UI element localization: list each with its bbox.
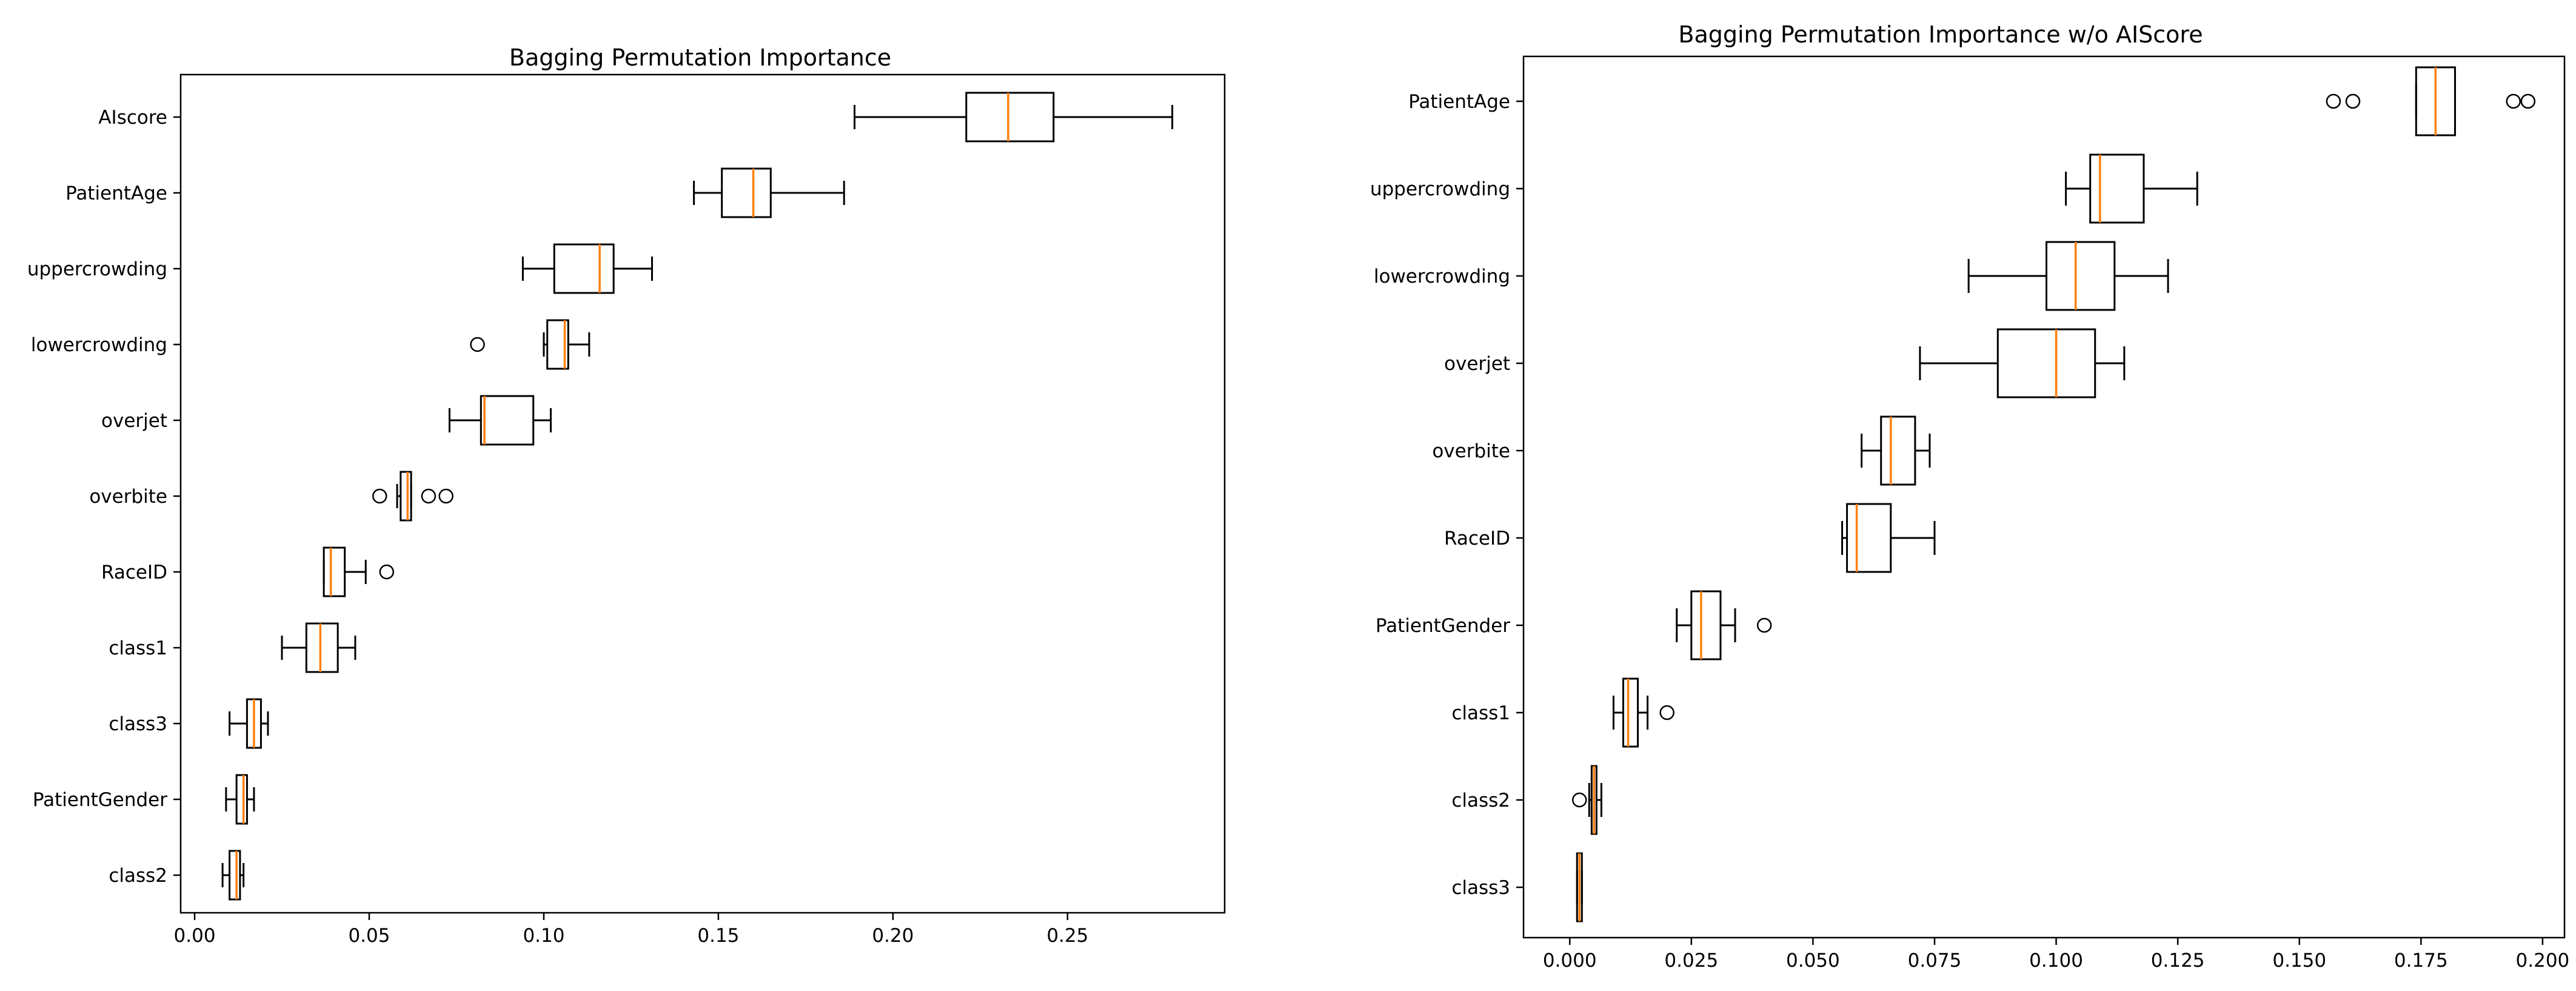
right-class1-outlier	[1659, 705, 1674, 721]
left-raceid-box	[323, 546, 346, 597]
right-x-tick-label: 0.075	[1908, 950, 1962, 972]
right-x-tick-label: 0.150	[2272, 950, 2326, 972]
left-x-tick-label: 0.20	[872, 925, 914, 947]
right-raceid-box	[1846, 503, 1892, 573]
left-box-marks: 0.00 0.05 0.10 0.15 0.20 0.25 AIscore PatientAg…	[27, 92, 1174, 947]
left-class2-box	[229, 850, 241, 901]
left-class1-y-tick-label: class1	[109, 637, 167, 659]
right-patientage-outlier	[2520, 93, 2536, 109]
left-patientgender-y-tick-label: PatientGender	[33, 789, 167, 811]
right-box-marks: 0.000 0.025 0.050 0.075 0.100 0.125 0.150 0.175…	[1370, 66, 2570, 972]
right-patientgender-box	[1690, 590, 1722, 660]
left-raceid-y-tick-label: RaceID	[101, 562, 167, 583]
left-uppercrowding-y-tick-label: uppercrowding	[27, 258, 167, 280]
left-overbite-outlier	[372, 488, 387, 504]
right-class1-box	[1622, 677, 1639, 748]
left-uppercrowding-box	[553, 243, 615, 294]
right-patientage-outlier	[2345, 93, 2361, 109]
right-x-tick-label: 0.200	[2516, 950, 2570, 972]
left-patientage-box	[721, 167, 772, 218]
right-x-tick-label: 0.100	[2029, 950, 2083, 972]
right-x-tick-label: 0.025	[1664, 950, 1718, 972]
left-overbite-outlier	[421, 488, 437, 504]
left-overjet-y-tick-label: overjet	[101, 410, 167, 432]
left-patientgender-box	[235, 774, 248, 825]
left-x-tick-label: 0.10	[523, 925, 564, 947]
right-plot-frame	[1522, 55, 2566, 939]
right-overjet-box	[1996, 328, 2096, 398]
right-overjet-y-tick-label: overjet	[1444, 353, 1510, 375]
left-overbite-outlier	[438, 488, 453, 504]
right-patientage-y-tick-label: PatientAge	[1408, 91, 1510, 113]
right-patientage-outlier	[2506, 93, 2521, 109]
right-raceid-y-tick-label: RaceID	[1444, 528, 1510, 549]
left-x-tick-label: 0.05	[348, 925, 390, 947]
right-chart-title: Bagging Permutation Importance w/o AISco…	[1678, 21, 2203, 48]
right-uppercrowding-box	[2089, 153, 2145, 224]
right-class2-outlier	[1572, 792, 1587, 808]
left-plot-frame	[179, 73, 1226, 914]
left-class3-y-tick-label: class3	[109, 713, 167, 735]
left-x-tick-label: 0.00	[174, 925, 216, 947]
right-x-tick-label: 0.000	[1543, 950, 1597, 972]
left-chart-panel: Bagging Permutation Importance 0.00 0.05 0…	[27, 44, 1226, 947]
left-x-tick-label: 0.25	[1046, 925, 1088, 947]
left-lowercrowding-box	[546, 319, 569, 370]
right-lowercrowding-y-tick-label: lowercrowding	[1374, 266, 1510, 287]
right-x-tick-label: 0.125	[2151, 950, 2205, 972]
right-patientgender-outlier	[1756, 617, 1772, 633]
left-overbite-box	[400, 471, 412, 522]
left-patientage-y-tick-label: PatientAge	[65, 183, 167, 204]
right-overbite-y-tick-label: overbite	[1432, 440, 1510, 462]
left-raceid-outlier	[379, 564, 395, 580]
right-overbite-box	[1880, 415, 1916, 486]
right-patientgender-y-tick-label: PatientGender	[1376, 615, 1510, 637]
left-aiscore-box	[965, 92, 1055, 143]
left-x-tick-label: 0.15	[697, 925, 739, 947]
left-class2-y-tick-label: class2	[109, 865, 167, 887]
left-aiscore-y-tick-label: AIscore	[98, 107, 167, 129]
left-chart-title: Bagging Permutation Importance	[509, 44, 891, 71]
right-uppercrowding-y-tick-label: uppercrowding	[1370, 178, 1510, 200]
right-class1-y-tick-label: class1	[1451, 702, 1510, 724]
left-class1-box	[305, 622, 339, 673]
left-overbite-y-tick-label: overbite	[89, 486, 167, 508]
right-class2-y-tick-label: class2	[1451, 790, 1510, 811]
right-x-tick-label: 0.050	[1786, 950, 1840, 972]
right-class3-y-tick-label: class3	[1451, 877, 1510, 899]
left-overjet-box	[480, 395, 535, 446]
left-lowercrowding-y-tick-label: lowercrowding	[31, 334, 167, 356]
right-x-tick-label: 0.175	[2394, 950, 2448, 972]
right-chart-panel: Bagging Permutation Importance w/o AISco…	[1370, 21, 2569, 972]
right-lowercrowding-box	[2046, 241, 2116, 311]
left-lowercrowding-outlier	[470, 337, 485, 352]
right-patientage-outlier	[2326, 93, 2341, 109]
